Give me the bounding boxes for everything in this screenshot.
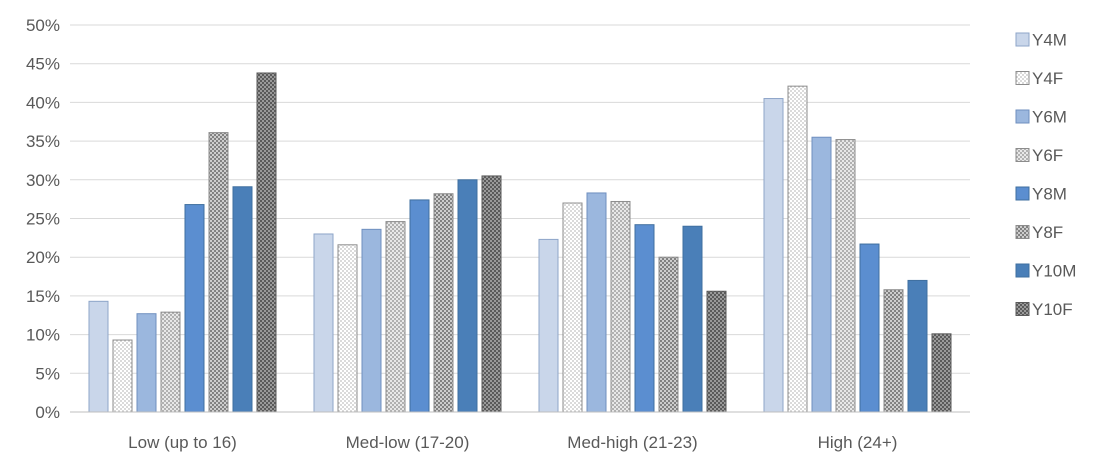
y-tick-label: 25% <box>26 210 60 229</box>
legend-swatch <box>1015 225 1030 239</box>
y-tick-label: 20% <box>26 248 60 267</box>
bar-y8f-3 <box>658 256 679 413</box>
bar-y6m-1 <box>136 313 157 413</box>
legend-swatch <box>1015 263 1030 278</box>
x-category-label: Med-low (17-20) <box>346 433 470 452</box>
bar-y10f-2 <box>481 175 502 413</box>
bar-y6m-4 <box>811 136 832 413</box>
bar-y4f-1 <box>112 339 133 413</box>
bar-y10m-2 <box>457 179 478 413</box>
legend-swatch <box>1015 148 1030 162</box>
x-category-label: Med-high (21-23) <box>567 433 697 452</box>
legend-swatch <box>1015 71 1030 85</box>
y-tick-label: 30% <box>26 171 60 190</box>
bar-y10f-4 <box>931 333 952 413</box>
y-tick-label: 35% <box>26 132 60 151</box>
legend-swatch <box>1015 186 1030 201</box>
bar-y8m-4 <box>859 243 880 413</box>
legend-swatch <box>1015 32 1030 47</box>
y-tick-label: 50% <box>26 16 60 35</box>
legend-swatch <box>1015 109 1030 124</box>
legend-label: Y6F <box>1032 146 1063 165</box>
bar-y8m-3 <box>634 224 655 413</box>
bar-y10f-3 <box>706 290 727 413</box>
bar-y6m-2 <box>361 228 382 413</box>
bar-y4f-3 <box>562 202 583 413</box>
legend-item-y10m: Y10M <box>1015 262 1076 281</box>
legend-item-y6m: Y6M <box>1015 108 1067 127</box>
bar-y8f-1 <box>208 132 229 413</box>
bar-y10f-1 <box>256 72 277 413</box>
bars <box>88 72 952 413</box>
x-axis-categories: Low (up to 16) Med-low (17-20) Med-high (2… <box>128 433 897 452</box>
y-axis-ticks: 0% 5% 10% 15% 20% 25% 30% 35% 40% 45% 50% <box>26 16 60 422</box>
legend: Y4M Y4F Y6M Y6F Y8M Y8F Y10M Y10F <box>1015 31 1076 319</box>
x-category-label: Low (up to 16) <box>128 433 237 452</box>
bar-y4f-2 <box>337 244 358 413</box>
x-category-label: High (24+) <box>818 433 898 452</box>
y-tick-label: 0% <box>35 403 60 422</box>
bar-y8f-4 <box>883 289 904 413</box>
bar-y6f-1 <box>160 311 181 413</box>
legend-item-y8m: Y8M <box>1015 185 1067 204</box>
gridlines <box>70 24 970 374</box>
legend-label: Y6M <box>1032 108 1067 127</box>
legend-label: Y4F <box>1032 69 1063 88</box>
legend-swatch <box>1015 302 1030 316</box>
y-tick-label: 5% <box>35 364 60 383</box>
y-tick-label: 45% <box>26 55 60 74</box>
bar-y4m-3 <box>538 238 559 413</box>
legend-label: Y8M <box>1032 185 1067 204</box>
bar-y10m-4 <box>907 279 928 413</box>
legend-item-y4m: Y4M <box>1015 31 1067 50</box>
legend-item-y4f: Y4F <box>1015 69 1063 88</box>
y-tick-label: 15% <box>26 287 60 306</box>
legend-label: Y10M <box>1032 262 1076 281</box>
bar-y4m-1 <box>88 300 109 413</box>
bar-y4m-2 <box>313 233 334 413</box>
bar-y10m-3 <box>682 225 703 413</box>
legend-item-y10f: Y10F <box>1015 300 1073 319</box>
legend-item-y6f: Y6F <box>1015 146 1063 165</box>
bar-y6m-3 <box>586 192 607 413</box>
legend-item-y8f: Y8F <box>1015 223 1063 242</box>
bar-y8m-1 <box>184 204 205 413</box>
bar-y4m-4 <box>763 98 784 413</box>
bar-y6f-3 <box>610 200 631 413</box>
legend-label: Y4M <box>1032 31 1067 50</box>
bar-y6f-4 <box>835 139 856 413</box>
y-tick-label: 40% <box>26 93 60 112</box>
y-tick-label: 10% <box>26 326 60 345</box>
bar-y4f-4 <box>787 85 808 413</box>
bar-y6f-2 <box>385 221 406 413</box>
bar-y8f-2 <box>433 193 454 413</box>
bar-y8m-2 <box>409 199 430 413</box>
legend-label: Y8F <box>1032 223 1063 242</box>
bar-y10m-1 <box>232 186 253 413</box>
legend-label: Y10F <box>1032 300 1073 319</box>
